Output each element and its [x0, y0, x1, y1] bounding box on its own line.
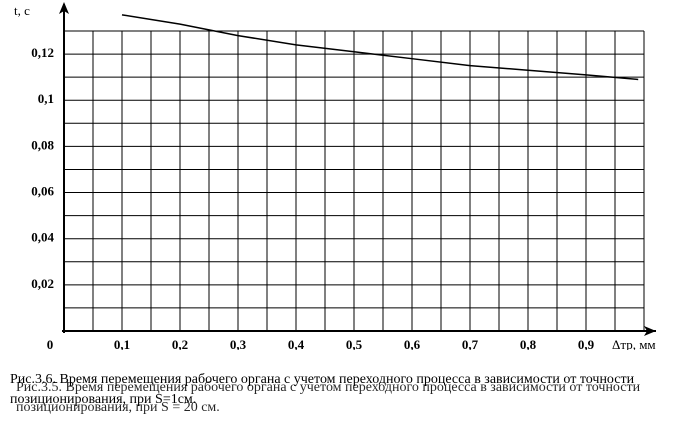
x-tick-label: 0,3 [230, 337, 247, 350]
x-tick-label: 0,9 [578, 337, 595, 350]
x-axis-label: Δтр, мм [612, 337, 656, 350]
x-axis-arrow [644, 326, 656, 336]
y-axis-arrow [59, 2, 69, 14]
y-axis-label: t, c [14, 3, 30, 18]
y-tick-label: 0,08 [31, 137, 54, 152]
x-tick-label: 0,6 [404, 337, 421, 350]
y-tick-label: 0,02 [31, 276, 54, 291]
x-tick-label: 0,4 [288, 337, 305, 350]
y-tick-label: 0,12 [31, 45, 54, 60]
x-tick-label: 0,7 [462, 337, 479, 350]
x-tick-label: 0,1 [114, 337, 130, 350]
chart: t, c Δтр, мм 0 0,1 0,2 0,3 0,4 0,5 0,6 0,7 0,8 0,… [14, 2, 656, 350]
line-series [121, 14, 639, 81]
x-tick-label: 0,2 [172, 337, 188, 350]
caption: Рис.3.5. Время перемещения рабочего орга… [16, 380, 641, 415]
y-tick-label: 0,04 [31, 230, 54, 245]
y-tick-label: 0,06 [31, 184, 54, 199]
caption: Рис.3.6. Время перемещения рабочего орга… [10, 372, 635, 407]
x-tick-label: 0 [47, 337, 54, 350]
y-tick-label: 0,1 [38, 91, 54, 106]
x-tick-label: 0,5 [346, 337, 363, 350]
x-tick-label: 0,8 [520, 337, 537, 350]
